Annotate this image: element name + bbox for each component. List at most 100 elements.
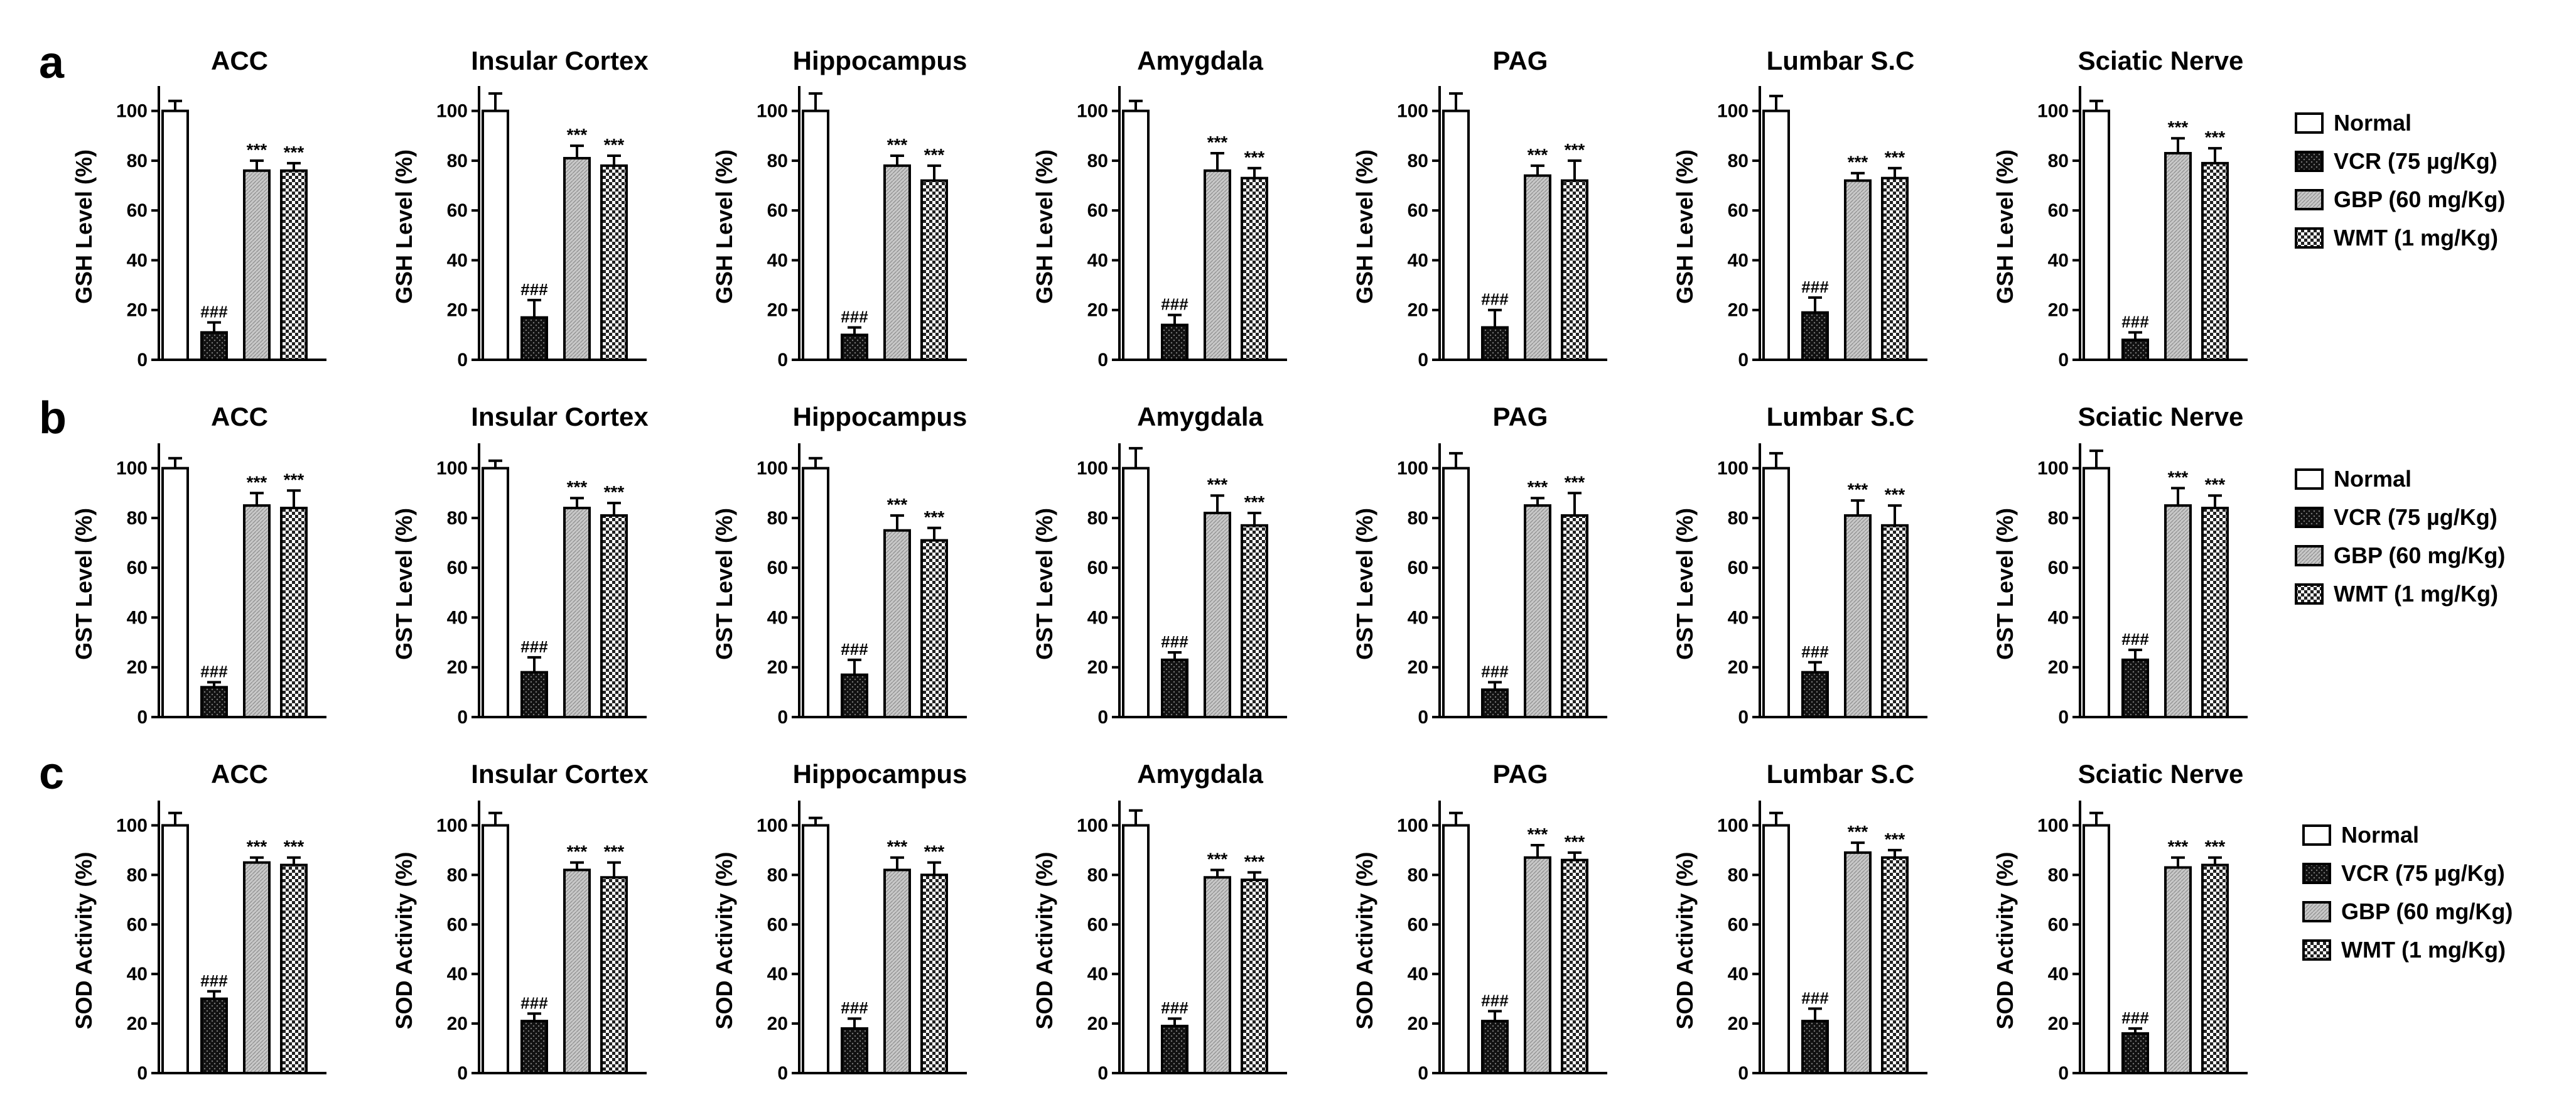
y-tick-label: 80	[127, 151, 148, 171]
bar-normal	[1442, 824, 1470, 1075]
y-tick-label: 60	[1408, 200, 1428, 221]
y-tick-label: 0	[777, 707, 788, 728]
chart-title: Lumbar S.C	[1767, 402, 1915, 431]
y-tick-label: 0	[1738, 707, 1749, 728]
y-tick-label: 0	[1418, 350, 1428, 370]
bar-normal	[1122, 824, 1150, 1075]
bar-vcr	[2121, 338, 2149, 361]
bar-vcr	[520, 1020, 548, 1075]
y-tick-label: 40	[2048, 250, 2069, 271]
legend-swatch-normal	[2295, 468, 2324, 490]
bar-gbp	[243, 169, 271, 361]
y-tick-label: 100	[757, 101, 788, 122]
y-tick-label: 60	[447, 914, 468, 935]
significance-hash-label: ###	[1481, 662, 1509, 681]
bar-gbp	[883, 164, 911, 361]
y-tick-label: 80	[767, 508, 788, 529]
y-tick-label: 20	[447, 657, 468, 678]
bar-normal	[161, 109, 189, 362]
legend-label: GBP (60 mg/Kg)	[2334, 186, 2505, 212]
bar-wmt	[280, 507, 308, 719]
significance-star-label: ***	[1244, 148, 1265, 167]
y-tick-label: 60	[2048, 558, 2069, 578]
significance-star-label: ***	[887, 135, 908, 154]
y-tick-label: 80	[1087, 865, 1108, 885]
bar-vcr	[1481, 688, 1509, 719]
bar-normal	[1442, 467, 1470, 718]
bar-normal	[2083, 467, 2110, 718]
bar-gbp	[1204, 876, 1231, 1074]
bar-gbp	[563, 868, 591, 1075]
y-tick-label: 100	[436, 815, 468, 836]
y-axis-label: SOD Activity (%)	[711, 852, 737, 1030]
y-tick-label: 40	[1408, 607, 1428, 628]
y-tick-label: 40	[1408, 964, 1428, 985]
y-tick-label: 100	[436, 101, 468, 122]
y-tick-label: 0	[2058, 350, 2069, 370]
significance-hash-label: ###	[200, 662, 228, 681]
panel-letter-a: a	[39, 38, 65, 88]
chart-2-4: Amygdala 0 20 40 60 80 100 GST Level (%) ### *** *…	[1032, 402, 1287, 728]
bar-wmt	[280, 169, 308, 361]
significance-hash-label: ###	[200, 303, 228, 321]
chart-title: ACC	[211, 402, 268, 431]
y-tick-label: 0	[2058, 707, 2069, 728]
y-tick-label: 20	[127, 300, 148, 321]
bar-vcr	[1481, 326, 1509, 361]
bar-gbp	[1524, 856, 1551, 1075]
chart-1-1: ACC 0 20 40 60 80 100 GSH Level (%) ### *** ***	[71, 46, 326, 370]
legend-row-2: Normal VCR (75 µg/Kg) GBP (60 mg/Kg) WMT (1…	[2295, 466, 2505, 607]
y-axis-label: GST Level (%)	[71, 508, 97, 660]
bar-normal	[802, 109, 829, 362]
bar-normal	[802, 824, 829, 1075]
y-tick-label: 20	[127, 1013, 148, 1034]
bar-wmt	[1241, 878, 1268, 1074]
legend-swatch-gbp	[2295, 189, 2324, 210]
significance-star-label: ***	[284, 143, 304, 162]
y-tick-label: 100	[1717, 458, 1749, 479]
bar-wmt	[1881, 176, 1909, 361]
y-tick-label: 80	[1087, 151, 1108, 171]
y-tick-label: 20	[767, 1013, 788, 1034]
y-tick-label: 60	[1087, 914, 1108, 935]
y-tick-label: 100	[757, 815, 788, 836]
significance-hash-label: ###	[1801, 988, 1829, 1007]
y-tick-label: 80	[767, 865, 788, 885]
y-tick-label: 60	[127, 558, 148, 578]
legend-label: VCR (75 µg/Kg)	[2334, 148, 2498, 174]
y-tick-label: 80	[1408, 151, 1428, 171]
legend-swatch-gbp	[2295, 545, 2324, 566]
y-axis-label: GSH Level (%)	[711, 149, 737, 304]
chart-2-7: Sciatic Nerve 0 20 40 60 80 100 GST Level (%) ##…	[1992, 402, 2248, 728]
bar-vcr	[200, 997, 228, 1074]
bar-normal	[482, 824, 509, 1075]
chart-1-5: PAG 0 20 40 60 80 100 GSH Level (%) ### *** ***	[1352, 46, 1607, 370]
bar-vcr	[1481, 1020, 1509, 1075]
y-tick-label: 0	[2058, 1063, 2069, 1084]
y-tick-label: 80	[1087, 508, 1108, 529]
panel-letter-b: b	[39, 393, 67, 443]
significance-hash-label: ###	[1161, 632, 1188, 651]
chart-title: Sciatic Nerve	[2078, 46, 2244, 75]
y-tick-label: 80	[127, 508, 148, 529]
bar-normal	[1122, 467, 1150, 718]
significance-star-label: ***	[604, 135, 625, 154]
y-tick-label: 0	[457, 350, 468, 370]
significance-star-label: ***	[1528, 477, 1548, 497]
chart-title: Hippocampus	[793, 402, 967, 431]
significance-star-label: ***	[1207, 849, 1228, 868]
significance-star-label: ***	[567, 477, 588, 497]
bar-normal	[1442, 109, 1470, 362]
chart-2-2: Insular Cortex 0 20 40 60 80 100 GST Level (%) #…	[391, 402, 649, 728]
y-axis-label: SOD Activity (%)	[1032, 852, 1057, 1030]
y-tick-label: 80	[2048, 151, 2069, 171]
y-tick-label: 0	[1418, 707, 1428, 728]
y-tick-label: 20	[1728, 300, 1749, 321]
y-tick-label: 0	[777, 350, 788, 370]
y-axis-label: GSH Level (%)	[1992, 149, 2018, 304]
bar-vcr	[1801, 1020, 1829, 1075]
chart-3-5: PAG 0 20 40 60 80 100 SOD Activity (%) ### *** ***	[1352, 759, 1607, 1084]
bar-normal	[1122, 109, 1150, 362]
y-axis-label: GSH Level (%)	[1352, 149, 1377, 304]
y-tick-label: 60	[767, 914, 788, 935]
